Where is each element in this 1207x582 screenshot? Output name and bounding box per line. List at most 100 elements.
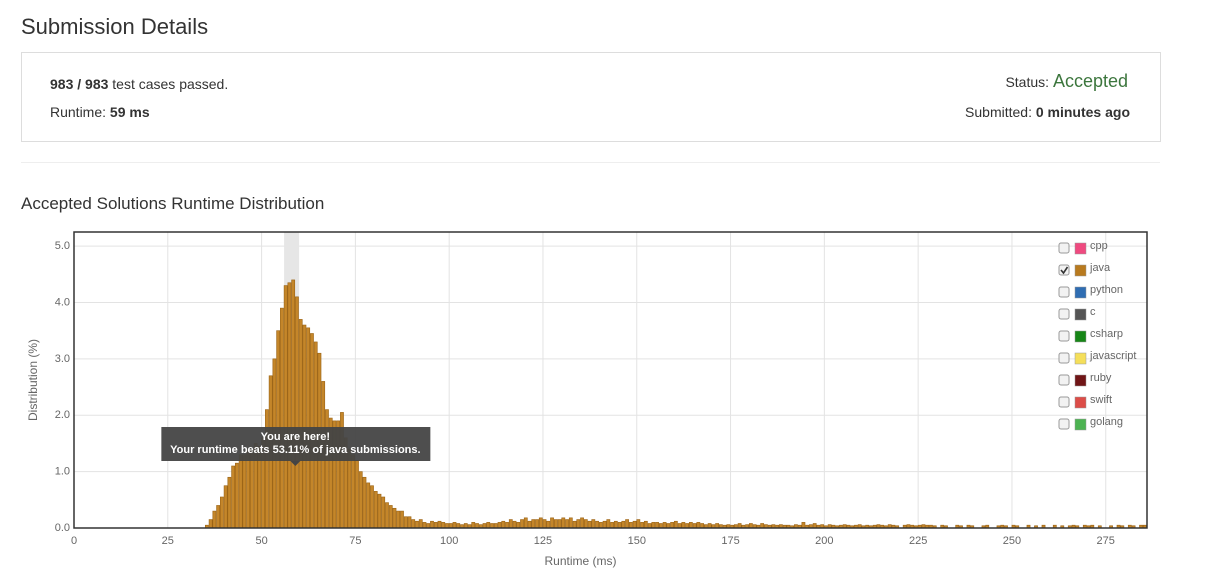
- y-tick-label: 4.0: [55, 296, 70, 308]
- x-tick-label: 150: [628, 535, 646, 547]
- tooltip-arrow: [290, 461, 301, 466]
- separator: [21, 162, 1160, 163]
- legend-swatch: [1074, 352, 1087, 365]
- bar: [583, 519, 588, 529]
- bar: [606, 519, 611, 529]
- runtime: Runtime: 59 ms: [50, 104, 150, 120]
- bar: [535, 519, 539, 529]
- legend-item[interactable]: golang: [1058, 416, 1123, 431]
- bar: [355, 460, 359, 529]
- bar: [617, 522, 622, 529]
- legend-checkbox[interactable]: [1058, 286, 1070, 298]
- bar: [422, 522, 427, 529]
- legend-item[interactable]: javascript: [1058, 350, 1136, 365]
- y-tick-label: 2.0: [55, 409, 70, 421]
- bar: [388, 505, 393, 529]
- legend-label[interactable]: swift: [1090, 394, 1112, 406]
- bar: [471, 522, 476, 529]
- bar: [377, 493, 382, 529]
- bar: [651, 522, 656, 529]
- legend-item[interactable]: c: [1058, 306, 1096, 321]
- legend-item[interactable]: swift: [1058, 394, 1112, 409]
- bar: [598, 522, 603, 529]
- legend-label[interactable]: c: [1090, 306, 1096, 318]
- legend-checkbox[interactable]: [1058, 352, 1070, 364]
- legend-item[interactable]: java: [1058, 262, 1111, 277]
- test-cases: 983 / 983 test cases passed.: [50, 76, 228, 92]
- bar: [437, 520, 442, 529]
- legend-swatch: [1074, 242, 1087, 255]
- legend-label[interactable]: python: [1090, 284, 1123, 296]
- legend-item[interactable]: python: [1058, 284, 1123, 299]
- slash: /: [77, 76, 82, 92]
- legend-swatch: [1074, 396, 1087, 409]
- y-axis-title: Distribution (%): [26, 339, 40, 421]
- bar: [385, 502, 389, 529]
- legend-checkbox[interactable]: [1058, 418, 1070, 430]
- bar: [220, 496, 224, 529]
- bar: [403, 516, 408, 529]
- bar: [411, 519, 416, 529]
- legend-swatch: [1074, 374, 1087, 387]
- bar: [640, 522, 644, 529]
- bar: [557, 519, 562, 529]
- bar: [610, 522, 614, 529]
- bar: [298, 319, 303, 529]
- legend-label[interactable]: golang: [1090, 416, 1123, 428]
- x-tick-label: 25: [162, 535, 174, 547]
- bar: [550, 517, 554, 529]
- bar: [568, 517, 573, 529]
- x-tick-label: 75: [349, 535, 361, 547]
- bar: [561, 517, 566, 529]
- legend-checkbox[interactable]: [1058, 374, 1070, 386]
- legend-label[interactable]: javascript: [1089, 350, 1136, 362]
- legend-checkbox[interactable]: [1058, 308, 1070, 320]
- legend-item[interactable]: ruby: [1058, 372, 1112, 387]
- bar: [415, 520, 419, 529]
- bar: [587, 520, 592, 529]
- legend-label[interactable]: csharp: [1090, 328, 1123, 340]
- legend-item[interactable]: csharp: [1058, 328, 1123, 343]
- bar: [418, 519, 423, 529]
- bar: [632, 520, 637, 529]
- legend-checkbox[interactable]: [1058, 242, 1070, 254]
- bar: [287, 282, 292, 529]
- bar: [531, 519, 536, 529]
- x-tick-label: 125: [534, 535, 552, 547]
- bar: [546, 520, 551, 529]
- bar: [433, 522, 438, 529]
- legend-checkbox[interactable]: [1058, 396, 1070, 408]
- bar: [662, 522, 667, 529]
- bar: [520, 519, 524, 529]
- bar: [223, 485, 228, 529]
- chart: 0.0 1.0 2.0 3.0 4.0 5.0 0 25 50 75 100 125 150 175 200…: [26, 231, 1148, 568]
- runtime-label: Runtime:: [50, 104, 107, 120]
- bar: [216, 505, 221, 529]
- bar: [351, 454, 356, 529]
- bar: [512, 520, 517, 529]
- bar: [373, 491, 378, 529]
- bar: [538, 517, 543, 529]
- bar: [302, 324, 307, 529]
- bar: [527, 520, 532, 529]
- x-tick-label: 175: [721, 535, 739, 547]
- legend-swatch: [1074, 330, 1087, 343]
- x-tick-label: 200: [815, 535, 833, 547]
- x-tick-label: 225: [909, 535, 927, 547]
- bar: [295, 296, 299, 529]
- x-tick-label: 50: [255, 535, 267, 547]
- legend-label[interactable]: cpp: [1090, 240, 1108, 252]
- legend-label[interactable]: ruby: [1090, 372, 1112, 384]
- bar: [358, 471, 363, 529]
- bar: [208, 519, 213, 529]
- bar: [396, 510, 401, 529]
- bar: [636, 519, 641, 529]
- passed-text: test cases passed.: [112, 76, 229, 92]
- bar: [591, 519, 596, 529]
- bar: [681, 522, 686, 529]
- legend-checkbox[interactable]: [1058, 330, 1070, 342]
- legend-item[interactable]: cpp: [1058, 240, 1108, 255]
- legend-label[interactable]: java: [1089, 262, 1111, 274]
- bar: [362, 476, 367, 529]
- bar: [628, 522, 633, 529]
